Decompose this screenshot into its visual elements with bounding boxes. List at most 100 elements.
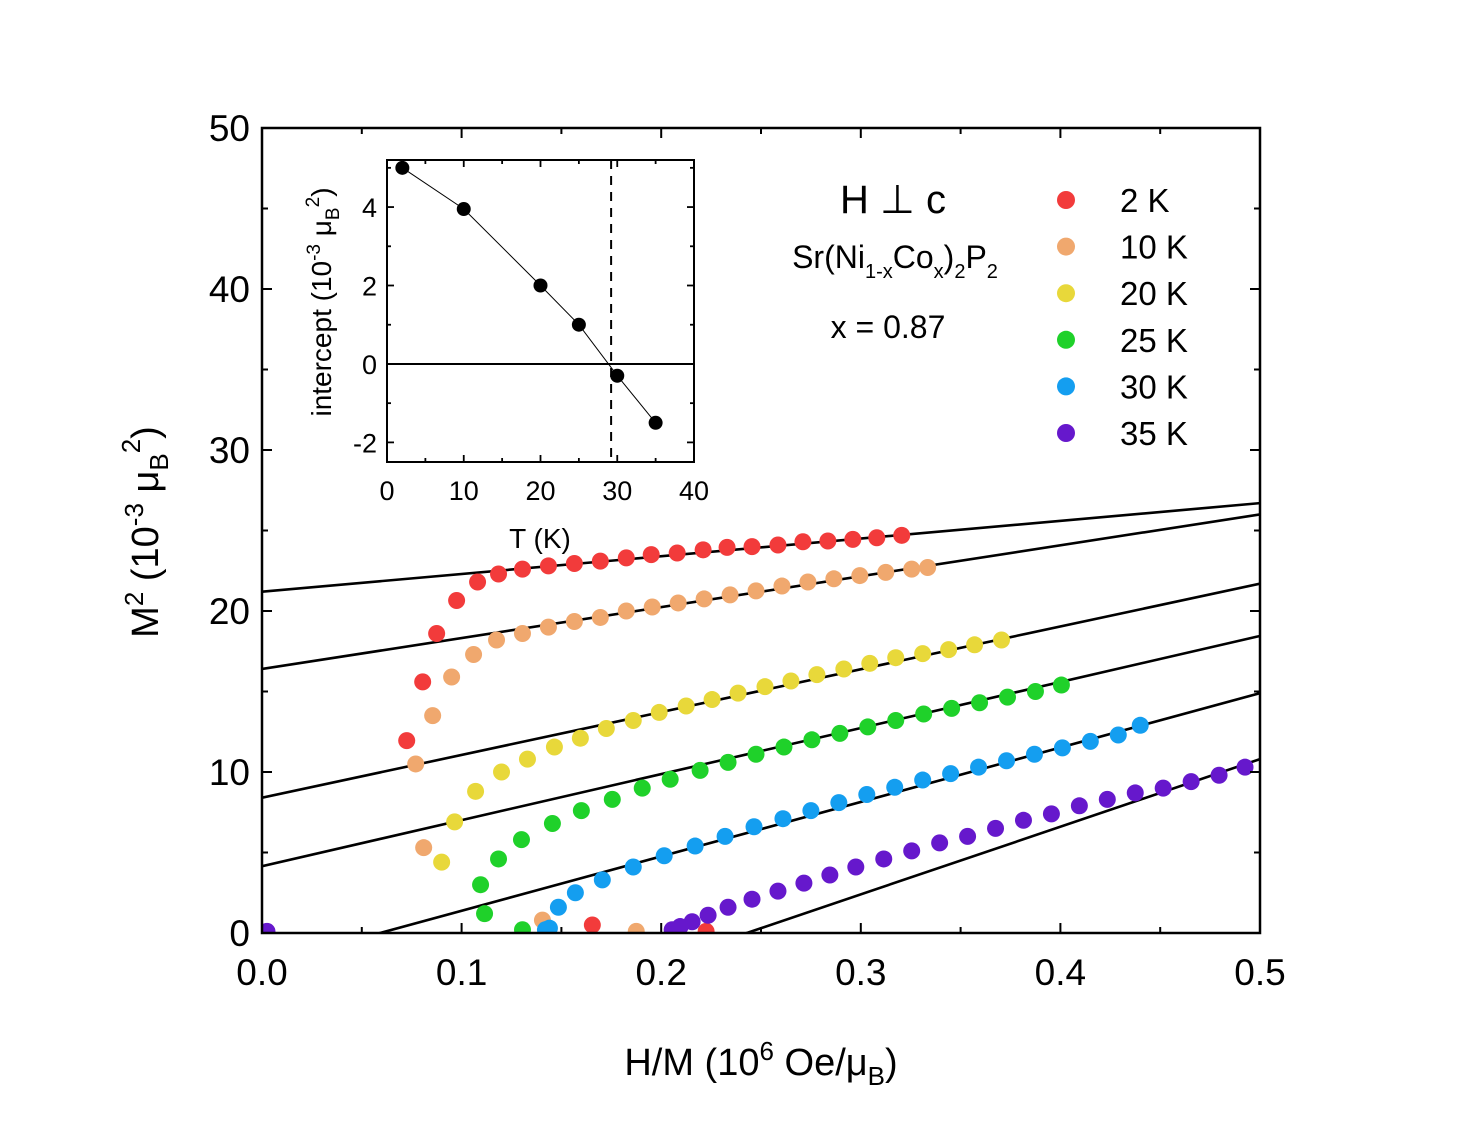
data-point [887, 649, 905, 667]
inset-background [387, 160, 694, 462]
y-tick-label: 30 [209, 430, 250, 471]
data-point [868, 529, 886, 547]
data-point [571, 729, 589, 747]
legend-marker [1057, 330, 1075, 349]
data-point [549, 898, 567, 916]
data-point [858, 786, 876, 804]
data-point [591, 608, 609, 626]
data-point [699, 906, 717, 924]
data-point [773, 577, 791, 595]
x-tick-label: 0.5 [1234, 952, 1285, 993]
inset-y-ticks: -2 0 2 4 [353, 166, 694, 458]
data-point [1025, 745, 1043, 763]
data-point [794, 533, 812, 551]
data-point [819, 532, 837, 550]
data-point [1236, 758, 1254, 776]
data-point [513, 625, 531, 643]
data-point [987, 819, 1005, 837]
data-point [861, 654, 879, 672]
data-point [513, 921, 531, 933]
data-point [1026, 683, 1044, 700]
data-point [825, 570, 843, 588]
data-point [756, 678, 774, 696]
data-point [448, 592, 466, 610]
data-point [617, 549, 635, 567]
data-point [643, 598, 661, 616]
data-point [1014, 811, 1032, 829]
data-point [686, 837, 704, 855]
data-point [919, 559, 937, 577]
inset-points [395, 160, 663, 430]
data-point [803, 731, 821, 749]
y-axis-title: M2 (10-3 μB2) [116, 426, 174, 638]
data-point [642, 546, 660, 564]
data-point [668, 544, 686, 562]
data-point [877, 563, 895, 581]
data-point [398, 732, 416, 750]
data-point [875, 850, 893, 868]
data-point [565, 555, 583, 573]
data-point [617, 602, 635, 620]
data-point [716, 827, 734, 845]
data-point [808, 666, 826, 684]
legend-label: 30 K [1120, 368, 1188, 405]
data-point [633, 779, 651, 797]
y-tick-label: 10 [209, 752, 250, 793]
inset-data-point [571, 317, 586, 332]
data-point [545, 738, 563, 756]
data-point [799, 573, 817, 591]
composition-annotation: x = 0.87 [831, 309, 946, 345]
data-point [513, 560, 531, 578]
data-point [747, 582, 765, 600]
data-point [695, 590, 713, 608]
inset-lines [387, 160, 694, 462]
inset-trend-line [402, 167, 656, 424]
data-point [443, 668, 461, 686]
data-point [831, 724, 849, 742]
legend-label: 35 K [1120, 415, 1188, 452]
data-point [999, 688, 1017, 706]
y-tick-label: 40 [209, 269, 250, 310]
data-point [774, 810, 792, 828]
legend-label: 20 K [1120, 275, 1188, 312]
x-ticks: 0.0 0.1 0.2 0.3 0.4 0.5 [236, 128, 1286, 993]
inset-y-tick-label: 0 [362, 350, 377, 380]
data-point [729, 684, 747, 702]
data-point [490, 565, 508, 583]
data-point [915, 705, 933, 723]
legend-marker [1057, 284, 1075, 303]
inset-y-axis-title: intercept (10-3 μB2) [303, 187, 344, 416]
data-point [844, 530, 862, 548]
data-point [691, 761, 709, 779]
legend-marker [1057, 191, 1075, 209]
inset-data-point [533, 278, 548, 293]
data-point [959, 827, 977, 845]
data-point [970, 758, 988, 776]
data-point [624, 711, 642, 729]
x-axis-title: H/M (106 Oe/μB) [624, 1036, 897, 1091]
data-point [539, 618, 557, 636]
legend-label: 2 K [1120, 182, 1170, 219]
data-point [769, 536, 787, 554]
data-point [518, 750, 536, 768]
data-point [903, 842, 921, 860]
data-point [1053, 739, 1071, 757]
data-point [565, 612, 583, 630]
x-tick-label: 0.3 [835, 952, 886, 993]
data-point [821, 866, 839, 884]
data-point [914, 645, 932, 663]
data-point [424, 707, 442, 725]
data-point [993, 631, 1011, 649]
legend-label: 25 K [1120, 322, 1188, 359]
data-point [743, 538, 761, 556]
inset-data-point [610, 368, 625, 383]
data-point [1131, 716, 1149, 734]
data-point [476, 905, 494, 923]
legend-label: 10 K [1120, 229, 1188, 266]
data-point [914, 771, 932, 789]
data-point [1126, 784, 1144, 802]
data-point [1109, 726, 1127, 744]
inset-x-tick-label: 0 [379, 476, 394, 506]
data-point [655, 847, 673, 865]
inset-x-tick-label: 10 [449, 476, 479, 506]
